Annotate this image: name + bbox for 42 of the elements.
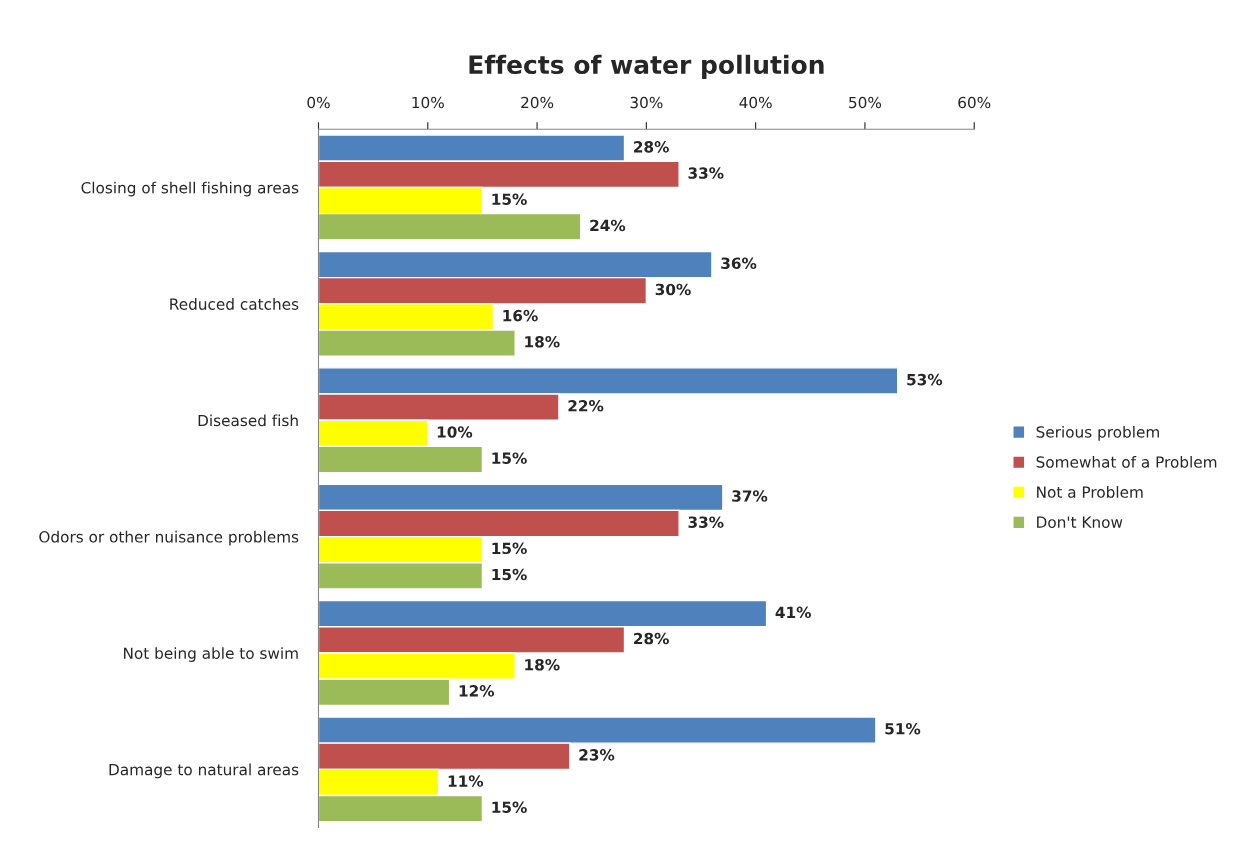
y-tick-label: Closing of shell fishing areas [81, 181, 299, 197]
x-tick-label: 50% [849, 96, 882, 109]
data-label: 28% [634, 141, 669, 153]
x-tick-label: 40% [739, 96, 772, 109]
x-tick-label: 60% [958, 96, 991, 109]
x-tick-label: 0% [307, 96, 330, 109]
x-tick-label: 20% [521, 96, 554, 109]
x-tick-label: 30% [630, 96, 663, 109]
y-tick-label: Odors or other nuisance problems [39, 530, 299, 546]
data-label: 15% [492, 568, 527, 581]
data-label: 18% [525, 658, 560, 671]
legend-label: Not a Problem [1037, 486, 1143, 498]
data-label: 51% [885, 722, 921, 735]
data-label: 12% [459, 685, 495, 697]
data-label: 28% [634, 632, 669, 645]
data-label: 22% [568, 400, 604, 412]
data-label: 10% [437, 426, 473, 438]
data-label: 24% [590, 219, 626, 232]
data-label: 18% [525, 336, 560, 348]
data-label: 30% [655, 283, 691, 296]
data-label: 23% [579, 749, 615, 761]
y-tick-label: Not being able to swim [124, 647, 298, 662]
data-label: 15% [492, 193, 527, 206]
data-label: 37% [732, 490, 768, 502]
legend-label: Don't Know [1037, 516, 1123, 528]
data-label: 15% [492, 542, 527, 555]
x-tick-label: 10% [412, 96, 444, 109]
chart-title: Effects of water pollution [469, 54, 824, 79]
data-label: 36% [721, 257, 757, 270]
data-label: 16% [503, 309, 538, 322]
y-tick-label: Diseased fish [198, 414, 298, 427]
data-label: 15% [492, 452, 527, 464]
y-tick-label: Reduced catches [170, 298, 299, 310]
data-label: 15% [492, 801, 527, 814]
data-label: 33% [688, 516, 724, 528]
data-label: 11% [448, 775, 484, 787]
data-label: 33% [688, 167, 724, 179]
data-label: 41% [775, 606, 811, 619]
data-label: 53% [907, 373, 943, 386]
legend-label: Somewhat of a Problem [1036, 455, 1217, 468]
legend-label: Serious problem [1036, 425, 1159, 441]
y-tick-label: Damage to natural areas [109, 763, 299, 779]
